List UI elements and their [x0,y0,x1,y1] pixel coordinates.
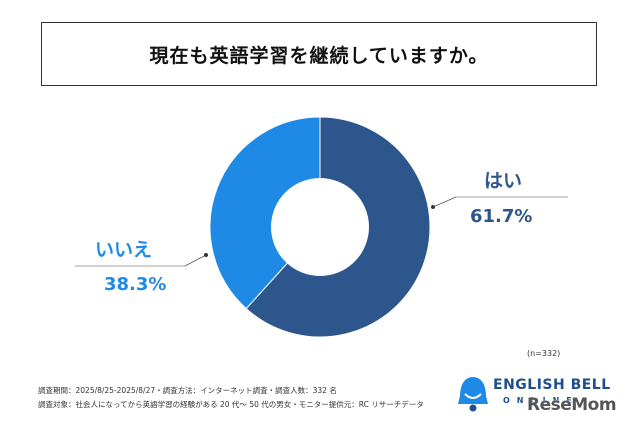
watermark: ReseMom [527,395,617,415]
category-label-yes: はい [484,170,522,192]
value-label-yes: 61.7% [470,206,532,227]
leader-dot-no [204,253,208,257]
leader-dot-yes [431,205,435,209]
english-bell-logo: ENGLISH BELL ONLINE [455,372,635,422]
brand-sub: ONLINE [503,396,579,405]
donut-hole [271,178,369,276]
title-box: 現在も英語学習を継続していますか。 [41,22,597,86]
value-label-no: 38.3% [104,274,166,295]
leader-line-no [184,254,207,267]
bell-icon [458,377,488,412]
brand-name: ENGLISH BELL [493,377,611,393]
footer-survey-info: 調査期間：2025/8/25-2025/8/27・調査方法：インターネット調査・… [38,386,337,395]
category-label-no: いいえ [95,239,152,261]
pie-slice-1 [209,116,321,310]
leader-line-yes [432,196,457,208]
sample-size-label: (n=332) [527,349,561,358]
footer-survey-target: 調査対象：社会人になってから英語学習の経験がある 20 代～ 50 代の男女・モ… [38,400,424,409]
chart-title: 現在も英語学習を継続していますか。 [149,44,489,67]
